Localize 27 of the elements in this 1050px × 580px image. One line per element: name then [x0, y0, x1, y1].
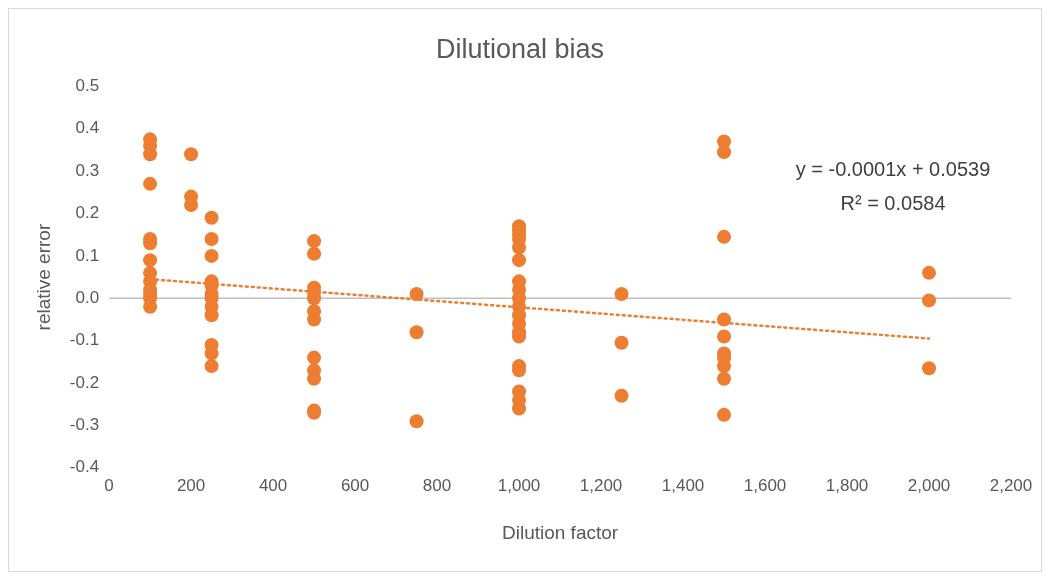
- x-tick-label: 2,200: [989, 475, 1033, 495]
- y-tick-label: 0.4: [75, 118, 100, 138]
- x-tick-label: 1,600: [743, 475, 787, 495]
- x-tick-label: 1,400: [661, 475, 705, 495]
- y-tick-label: -0.1: [69, 330, 100, 350]
- y-tick-label: -0.3: [69, 415, 100, 435]
- y-tick-label: 0.0: [75, 287, 100, 307]
- y-axis-title: relative error: [32, 223, 54, 331]
- y-tick-label: 0.5: [75, 76, 100, 96]
- x-tick-label: 200: [176, 475, 206, 495]
- y-tick-label: 0.2: [75, 203, 100, 223]
- y-tick-label: 0.1: [75, 245, 100, 265]
- x-tick-label: 800: [422, 475, 452, 495]
- x-tick-label: 1,800: [825, 475, 869, 495]
- y-tick-label: -0.2: [69, 372, 100, 392]
- x-tick-label: 1,200: [579, 475, 623, 495]
- x-axis-title: Dilution factor: [501, 521, 619, 543]
- x-tick-label: 1,000: [497, 475, 541, 495]
- y-tick-label: 0.3: [75, 160, 100, 180]
- chart-title: Dilutional bias: [435, 33, 605, 64]
- y-tick-label: -0.4: [69, 457, 100, 477]
- annotation: y = -0.0001x + 0.0539: [795, 158, 991, 181]
- annotation: R² = 0.0584: [840, 192, 946, 215]
- x-tick-label: 2,000: [907, 475, 951, 495]
- x-tick-label: 0: [104, 475, 114, 495]
- x-tick-label: 600: [340, 475, 370, 495]
- x-tick-label: 400: [258, 475, 288, 495]
